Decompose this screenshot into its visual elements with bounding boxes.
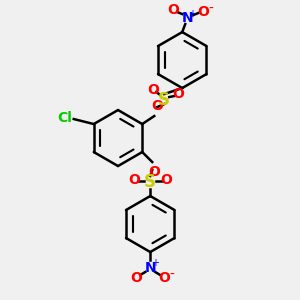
Text: O: O [148, 165, 160, 179]
Text: O: O [158, 271, 170, 285]
Text: O: O [151, 99, 163, 113]
Text: -: - [209, 2, 214, 16]
Text: -: - [170, 268, 175, 282]
Text: O: O [160, 173, 172, 187]
Text: +: + [188, 9, 196, 19]
Text: O: O [130, 271, 142, 285]
Text: N: N [182, 11, 193, 25]
Text: O: O [128, 173, 140, 187]
Text: O: O [147, 83, 159, 97]
Text: S: S [144, 173, 156, 191]
Text: Cl: Cl [57, 111, 72, 125]
Text: N: N [144, 261, 156, 275]
Text: +: + [151, 258, 159, 268]
Text: O: O [167, 3, 179, 17]
Text: O: O [197, 5, 209, 19]
Text: O: O [172, 87, 184, 101]
Text: S: S [158, 91, 170, 109]
